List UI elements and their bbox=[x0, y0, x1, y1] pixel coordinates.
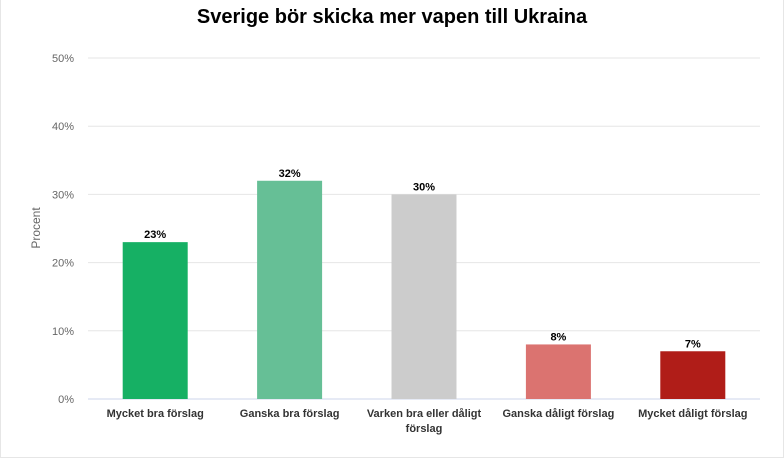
x-tick-label: Mycket bra förslag bbox=[107, 408, 204, 420]
bar bbox=[122, 242, 188, 399]
y-tick-label: 30% bbox=[52, 189, 74, 201]
bar bbox=[525, 344, 591, 399]
x-tick-label: Ganska bra förslag bbox=[240, 408, 340, 420]
x-tick-label: Mycket dåligt förslag bbox=[638, 408, 747, 420]
data-label: 8% bbox=[550, 331, 566, 343]
y-tick-label: 50% bbox=[52, 53, 74, 65]
x-tick-label: förslag bbox=[406, 423, 443, 435]
x-tick-label: Varken bra eller dåligt bbox=[367, 408, 482, 420]
data-label: 23% bbox=[144, 229, 166, 241]
data-label: 30% bbox=[413, 181, 435, 193]
y-tick-label: 40% bbox=[52, 121, 74, 133]
y-tick-label: 10% bbox=[52, 326, 74, 338]
bar bbox=[391, 194, 457, 399]
chart-title: Sverige bör skicka mer vapen till Ukrain… bbox=[196, 6, 588, 28]
bar bbox=[660, 351, 726, 399]
y-tick-label: 0% bbox=[58, 394, 74, 406]
bar bbox=[257, 180, 323, 399]
y-tick-label: 20% bbox=[52, 258, 74, 270]
x-tick-label: Ganska dåligt förslag bbox=[502, 408, 614, 420]
data-label: 32% bbox=[279, 168, 301, 180]
data-label: 7% bbox=[685, 338, 701, 350]
y-axis-label: Procent bbox=[29, 207, 43, 249]
